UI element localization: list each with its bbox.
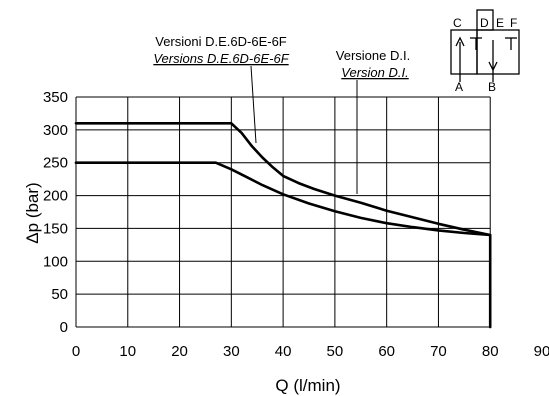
tick-labels: 0 10 20 30 40 50 60 70 80 90 0 50 100 150 200 250 300 350	[43, 89, 549, 360]
valve-top-box	[476, 9, 494, 31]
series-line-0	[74, 122, 492, 329]
valve-arrow-down-icon	[488, 61, 498, 72]
valve-symbol: C D E F A B	[450, 9, 520, 94]
x-tick-label-50: 50	[327, 343, 344, 360]
valve-label-b: B	[488, 80, 496, 94]
x-tick-label-90: 90	[534, 343, 549, 360]
y-tick-label-200: 200	[43, 188, 68, 205]
x-axis-title: Q (l/min)	[275, 376, 340, 395]
x-tick-label-30: 30	[223, 343, 240, 360]
valve-label-d: D	[480, 16, 489, 30]
x-tick-label-60: 60	[378, 343, 395, 360]
y-tick-label-150: 150	[43, 220, 68, 237]
y-tick-label-0: 0	[60, 319, 68, 336]
y-tick-label-50: 50	[51, 286, 68, 303]
annotation-versioni-de: Versioni D.E.6D-6E-6F	[155, 34, 287, 49]
x-tick-label-70: 70	[430, 343, 447, 360]
x-tick-label-80: 80	[482, 343, 499, 360]
valve-label-f: F	[510, 16, 517, 30]
x-tick-label-10: 10	[119, 343, 136, 360]
x-tick-label-40: 40	[275, 343, 292, 360]
y-tick-label-350: 350	[43, 89, 68, 106]
valve-label-a: A	[455, 80, 463, 94]
curves	[74, 122, 492, 329]
series-line-1	[74, 161, 492, 237]
grid	[75, 96, 491, 328]
valve-label-c: C	[453, 16, 462, 30]
annotation-version-di: Version D.I.	[341, 65, 408, 80]
valve-box-left	[450, 29, 478, 75]
valve-box-right	[476, 29, 520, 75]
valve-label-e: E	[496, 16, 504, 30]
annotation-versions-de: Versions D.E.6D-6E-6F	[153, 51, 289, 66]
x-tick-label-0: 0	[72, 343, 80, 360]
y-tick-label-100: 100	[43, 253, 68, 270]
y-tick-label-250: 250	[43, 155, 68, 172]
x-tick-label-20: 20	[171, 343, 188, 360]
y-tick-label-300: 300	[43, 122, 68, 139]
leader-line-de	[250, 65, 257, 144]
valve-arrow-up-icon	[455, 36, 465, 47]
y-axis-title: Δp (bar)	[23, 182, 42, 243]
annotation-versione-di: Versione D.I.	[336, 48, 410, 63]
